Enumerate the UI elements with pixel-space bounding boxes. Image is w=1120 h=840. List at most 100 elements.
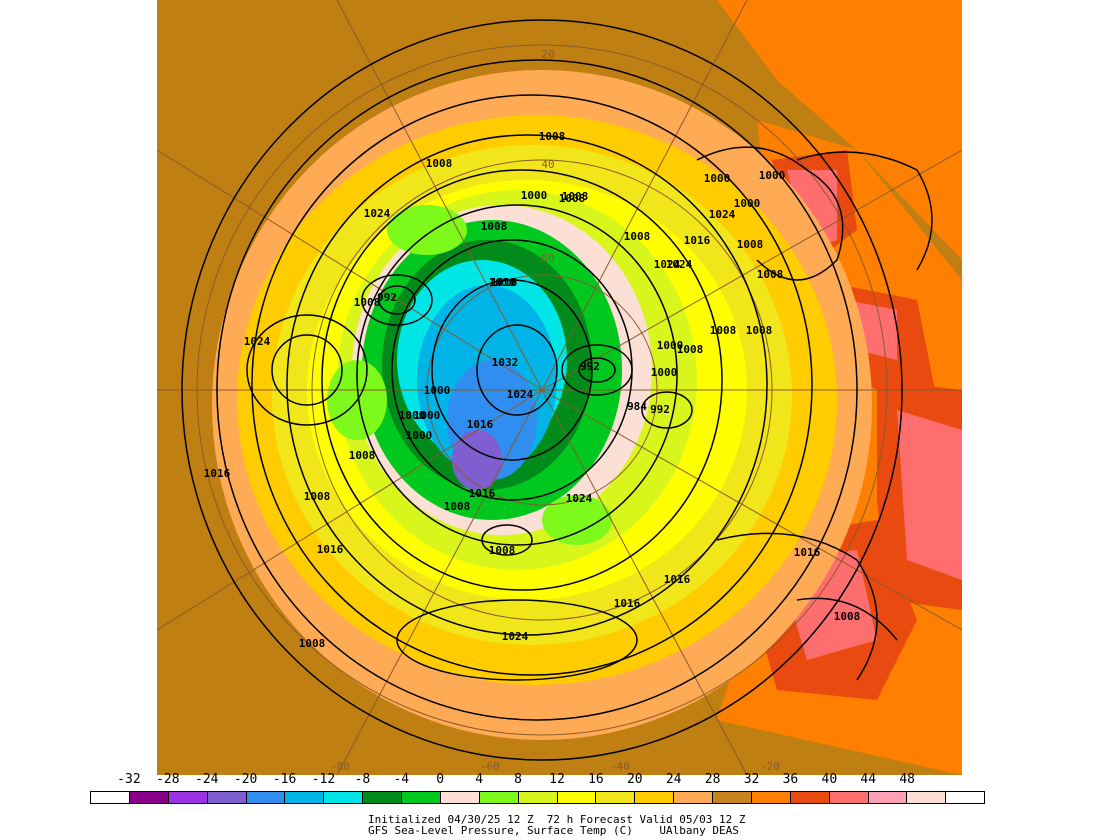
colorbar-swatch xyxy=(557,792,597,803)
isobar-label: 1008 xyxy=(481,220,508,233)
grid-label: 20 xyxy=(541,48,554,61)
colorbar-swatch xyxy=(751,792,791,803)
isobar-label: 1016 xyxy=(467,418,494,431)
isobar-label: 1008 xyxy=(304,490,331,503)
colorbar-swatch xyxy=(674,792,713,803)
isobar-label: 1008 xyxy=(299,637,326,650)
isobar-label: 1000 xyxy=(651,366,678,379)
colorbar-swatch xyxy=(713,792,752,803)
isobar-label: 1008 xyxy=(489,544,516,557)
colorbar-tick-label: 0 xyxy=(436,772,445,787)
grid-label: -40 xyxy=(610,760,630,773)
colorbar-tick-label: 32 xyxy=(743,772,760,787)
grid-label: -20 xyxy=(760,760,780,773)
isobar-label: 1008 xyxy=(677,343,704,356)
colorbar-swatch xyxy=(91,792,130,803)
isobar-label: 1024 xyxy=(654,258,681,271)
grid-label-layer: 20 40 60 -80 -60 -40 -20 xyxy=(330,48,780,773)
isobar-label: 1008 xyxy=(539,130,566,143)
isobar-label: 992 xyxy=(377,291,397,304)
isobar-label: 1024 xyxy=(502,630,529,643)
map-canvas: 1008100810081000100010081024100810081024… xyxy=(157,0,962,775)
colorbar-tick-label: 40 xyxy=(821,772,838,787)
colorbar-swatch xyxy=(168,792,208,803)
grid-label: 60 xyxy=(541,252,554,265)
isobar-label: 1016 xyxy=(317,543,344,556)
temperature-colorbar xyxy=(90,791,985,804)
contour-label-layer: 1008100810081000100010081024100810081024… xyxy=(204,130,861,650)
colorbar-swatch xyxy=(479,792,519,803)
colorbar-swatch xyxy=(790,792,830,803)
colorbar-tick-label: -8 xyxy=(354,772,371,787)
colorbar-tick-label: 44 xyxy=(860,772,877,787)
colorbar-tick-labels: -32 -28 -24 -20 -16 -12 -8 -4 0 4 8 12 16 20 24 28 32 36 4… xyxy=(0,772,1120,788)
isobar-label: 1008 xyxy=(354,296,381,309)
isobar-label: 1024 xyxy=(666,258,693,271)
colorbar-tick-label: 8 xyxy=(514,772,522,787)
isobar-label: 984 xyxy=(627,400,647,413)
isobar-label: 1008 xyxy=(757,268,784,281)
isobar-label: 1008 xyxy=(444,500,471,513)
isobar-label: 1000 xyxy=(657,339,684,352)
isobar-label: 1016 xyxy=(204,467,231,480)
colorbar-tick-label: -28 xyxy=(156,772,180,787)
colorbar-tick-label: 28 xyxy=(704,772,721,787)
colorbar-tick-label: 4 xyxy=(475,772,484,787)
caption-line-1: Initialized 04/30/25 12 Z 72 h Forecast … xyxy=(368,813,746,826)
isobar-label: 1024 xyxy=(244,335,271,348)
isobar-label: 1016 xyxy=(491,276,518,289)
colorbar-tick-label: 48 xyxy=(899,772,915,787)
colorbar-swatch xyxy=(868,792,908,803)
colorbar-tick-label: 12 xyxy=(549,772,565,787)
colorbar-swatch xyxy=(635,792,675,803)
colorbar-swatch xyxy=(324,792,364,803)
isobar-label: 1032 xyxy=(492,356,519,369)
colorbar-tick-label: 24 xyxy=(665,772,682,787)
isobar-label: 1008 xyxy=(737,238,764,251)
isobar-label: 1000 xyxy=(406,429,433,442)
forecast-map: 1008 1008 1008 1000 1000 1008 1024 1008 1008 1024… xyxy=(157,0,962,775)
isobar-label: 1016 xyxy=(469,487,496,500)
isobar-label: 1008 xyxy=(562,190,589,203)
colorbar-swatch xyxy=(946,792,985,803)
colorbar-swatch xyxy=(246,792,286,803)
colorbar-swatch xyxy=(207,792,247,803)
grid-label: -60 xyxy=(480,760,500,773)
isobar-label: 1024 xyxy=(566,492,593,505)
isobar-label: 1024 xyxy=(709,208,736,221)
colorbar-swatch xyxy=(129,792,169,803)
isobar-label: 1000 xyxy=(399,409,426,422)
isobar-label: 1024 xyxy=(364,207,391,220)
colorbar-tick-label: -4 xyxy=(393,772,410,787)
colorbar-swatch xyxy=(285,792,325,803)
isobar-label: 1008 xyxy=(710,324,737,337)
colorbar-tick-label: 20 xyxy=(626,772,643,787)
isobar-label: 1000 xyxy=(759,169,786,182)
isobar-label: 1008 xyxy=(559,192,586,205)
colorbar-swatch xyxy=(596,792,636,803)
caption-line-2: GFS Sea-Level Pressure, Surface Temp (C)… xyxy=(368,824,739,837)
colorbar-swatch xyxy=(518,792,558,803)
isobars xyxy=(181,19,933,761)
isobar-label: 1008 xyxy=(624,230,651,243)
isobar-label: 1000 xyxy=(521,189,548,202)
isobar-label: 1000 xyxy=(424,384,451,397)
colorbar-tick-label: 16 xyxy=(588,772,604,787)
isobar-label: 1008 xyxy=(746,324,773,337)
temperature-fill xyxy=(212,0,962,775)
isobar-label: 1016 xyxy=(614,597,641,610)
colorbar-tick-label: 36 xyxy=(782,772,799,787)
isobar-label: 1000 xyxy=(414,409,441,422)
isobar-label: 1016 xyxy=(794,546,821,559)
colorbar-swatch xyxy=(907,792,947,803)
isobar-label: 1000 xyxy=(704,172,731,185)
isobar-label: 992 xyxy=(580,360,600,373)
grid-label: -80 xyxy=(330,760,350,773)
isobar-label: 1008 xyxy=(426,157,453,170)
colorbar-tick-label: -24 xyxy=(194,772,219,787)
colorbar-tick-label: -20 xyxy=(233,772,258,787)
colorbar-swatch xyxy=(363,792,402,803)
colorbar-tick-label: -12 xyxy=(311,772,336,787)
colorbar-swatch xyxy=(402,792,441,803)
isobar-label: 1000 xyxy=(734,197,761,210)
